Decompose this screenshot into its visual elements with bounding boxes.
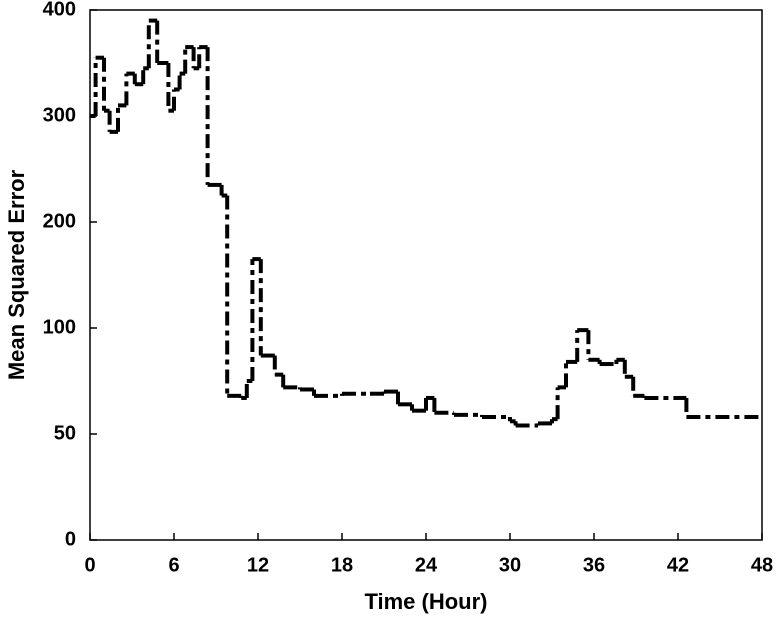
plot-frame	[89, 9, 763, 541]
y-tick-label: 0	[65, 528, 76, 550]
y-tick-label: 50	[54, 422, 76, 444]
x-axis-label: Time (Hour)	[364, 589, 487, 614]
x-tick-label: 12	[247, 554, 269, 576]
y-tick-label: 200	[43, 210, 76, 232]
x-tick-label: 42	[667, 554, 689, 576]
y-axis-label: Mean Squared Error	[4, 169, 29, 380]
y-tick-label: 300	[43, 104, 76, 126]
y-tick-label: 400	[43, 0, 76, 20]
x-tick-label: 36	[583, 554, 605, 576]
x-tick-label: 6	[168, 554, 179, 576]
y-tick-label: 100	[43, 316, 76, 338]
x-tick-label: 0	[84, 554, 95, 576]
x-tick-label: 30	[499, 554, 521, 576]
x-tick-label: 24	[415, 554, 438, 576]
x-tick-label: 48	[751, 554, 773, 576]
x-tick-label: 18	[331, 554, 353, 576]
